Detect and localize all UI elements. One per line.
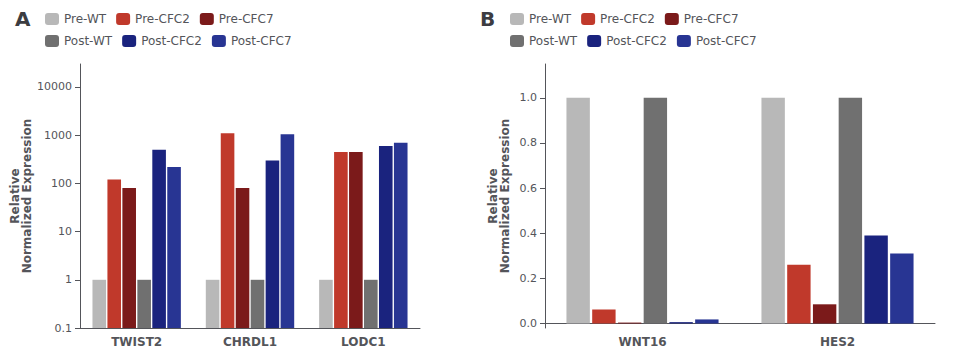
svg-text:Relative: Relative [8, 168, 23, 224]
svg-text:HES2: HES2 [820, 335, 855, 349]
svg-text:100: 100 [51, 177, 72, 190]
svg-text:B: B [480, 7, 495, 31]
svg-text:Normalized Expression: Normalized Expression [498, 119, 512, 274]
svg-text:A: A [15, 7, 31, 31]
svg-text:1: 1 [65, 273, 72, 286]
svg-text:Post-WT: Post-WT [64, 34, 113, 48]
svg-text:0.8: 0.8 [520, 136, 538, 149]
svg-text:0.6: 0.6 [520, 182, 538, 195]
svg-text:1.0: 1.0 [520, 91, 538, 104]
svg-text:TWIST2: TWIST2 [111, 335, 162, 349]
svg-text:Pre-WT: Pre-WT [64, 12, 107, 26]
svg-text:Post-CFC7: Post-CFC7 [696, 34, 757, 48]
svg-text:0.0: 0.0 [520, 317, 538, 330]
svg-text:Pre-CFC2: Pre-CFC2 [135, 12, 190, 26]
svg-text:Pre-CFC7: Pre-CFC7 [219, 12, 274, 26]
svg-text:0.1: 0.1 [55, 322, 73, 335]
svg-text:CHRDL1: CHRDL1 [223, 335, 277, 349]
svg-text:0.2: 0.2 [520, 272, 538, 285]
svg-text:Relative: Relative [486, 168, 500, 224]
svg-text:Post-CFC7: Post-CFC7 [231, 34, 292, 48]
svg-text:Normalized Expression: Normalized Expression [20, 119, 34, 274]
svg-text:LODC1: LODC1 [341, 335, 386, 349]
svg-text:10: 10 [58, 225, 72, 238]
svg-text:0.4: 0.4 [520, 227, 538, 240]
svg-text:Post-CFC2: Post-CFC2 [606, 34, 667, 48]
svg-text:Pre-WT: Pre-WT [529, 12, 572, 26]
svg-text:Post-WT: Post-WT [529, 34, 578, 48]
svg-text:WNT16: WNT16 [618, 335, 666, 349]
svg-text:Pre-CFC2: Pre-CFC2 [600, 12, 655, 26]
svg-text:10000: 10000 [37, 80, 72, 93]
svg-text:Post-CFC2: Post-CFC2 [141, 34, 202, 48]
svg-text:Pre-CFC7: Pre-CFC7 [684, 12, 739, 26]
svg-text:1000: 1000 [44, 129, 72, 142]
